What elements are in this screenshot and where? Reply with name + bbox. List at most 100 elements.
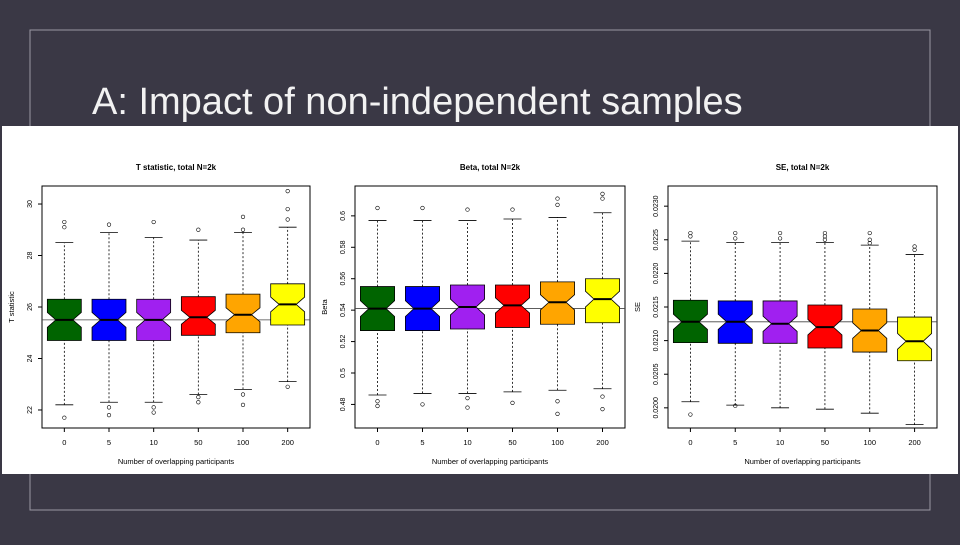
x-tick-label: 0 [375, 438, 379, 447]
y-tick-label: 0.54 [340, 303, 347, 317]
outlier [285, 207, 290, 212]
box [585, 278, 620, 324]
y-tick-label: 0.0220 [653, 263, 660, 285]
outlier [196, 395, 201, 400]
box [897, 316, 933, 362]
chart-title: Beta, total N=2k [460, 163, 521, 172]
outlier [240, 214, 246, 219]
outlier [688, 412, 693, 417]
y-tick-label: 0.0205 [653, 363, 660, 385]
outlier [600, 407, 605, 412]
x-tick-label: 100 [237, 438, 250, 447]
outlier [777, 236, 783, 241]
x-tick-label: 10 [463, 438, 471, 447]
outlier [600, 196, 605, 201]
y-tick-label: 24 [27, 354, 34, 362]
outlier [62, 415, 67, 420]
outlier [196, 400, 201, 405]
outlier [555, 202, 560, 207]
box [225, 293, 261, 334]
outlier [465, 207, 470, 212]
x-tick-label: 5 [420, 438, 424, 447]
outlier [733, 230, 738, 236]
outlier [375, 399, 380, 404]
x-tick-label: 50 [194, 438, 202, 447]
box [180, 296, 216, 336]
outlier [733, 403, 738, 408]
outlier [822, 237, 828, 242]
outlier [555, 411, 560, 416]
x-tick-label: 200 [281, 438, 294, 447]
outlier [151, 405, 156, 410]
x-tick-label: 5 [107, 438, 111, 447]
y-tick-label: 0.52 [340, 335, 347, 349]
outlier [375, 403, 380, 409]
y-tick-label: 22 [27, 406, 34, 414]
outlier [62, 225, 67, 230]
outlier [240, 392, 246, 397]
outlier [733, 236, 738, 241]
x-axis-label: Number of overlapping participants [432, 457, 549, 466]
x-tick-label: 0 [688, 438, 692, 447]
chart-title: SE, total N=2k [776, 163, 830, 172]
y-tick-label: 28 [27, 252, 34, 260]
plot-frame [354, 185, 626, 429]
box [762, 300, 798, 344]
chart-title: T statistic, total N=2k [136, 163, 217, 172]
x-tick-label: 10 [149, 438, 157, 447]
outlier [600, 394, 605, 399]
outlier [420, 402, 425, 407]
x-tick-label: 0 [62, 438, 66, 447]
outlier [285, 189, 290, 194]
outlier [240, 227, 246, 232]
y-axis-label: SE [633, 302, 642, 312]
outlier [151, 219, 156, 225]
y-tick-label: 0.58 [340, 240, 347, 254]
outlier [106, 222, 112, 227]
x-tick-label: 100 [863, 438, 876, 447]
y-tick-label: 0.5 [340, 368, 347, 378]
x-axis-label: Number of overlapping participants [744, 457, 861, 466]
y-axis-label: T statistic [7, 291, 16, 323]
x-tick-label: 50 [508, 438, 516, 447]
y-tick-label: 0.0225 [653, 229, 660, 251]
outlier [285, 217, 290, 222]
y-tick-label: 0.0200 [653, 397, 660, 419]
outlier [600, 191, 605, 196]
y-tick-label: 0.0230 [653, 195, 660, 217]
x-tick-label: 50 [821, 438, 829, 447]
outlier [510, 400, 515, 405]
x-tick-label: 200 [908, 438, 921, 447]
outlier [688, 234, 693, 239]
outlier [912, 247, 917, 252]
outlier [555, 196, 560, 201]
y-tick-label: 0.0210 [653, 330, 660, 352]
y-tick-label: 0.6 [340, 211, 347, 221]
x-axis-label: Number of overlapping participants [118, 457, 235, 466]
outlier [375, 205, 380, 211]
x-tick-label: 100 [551, 438, 564, 447]
outlier [285, 384, 290, 389]
outlier [777, 230, 783, 236]
y-tick-label: 26 [27, 303, 34, 311]
slide-title: A: Impact of non-independent samples [92, 81, 743, 123]
outlier [106, 405, 112, 410]
y-tick-label: 0.56 [340, 272, 347, 286]
outlier [106, 413, 112, 418]
outlier [555, 399, 560, 404]
x-tick-label: 200 [596, 438, 609, 447]
outlier [510, 207, 515, 212]
outlier [196, 227, 201, 232]
y-tick-label: 0.48 [340, 398, 347, 412]
outlier [151, 410, 156, 415]
x-tick-label: 10 [776, 438, 784, 447]
x-tick-label: 5 [733, 438, 737, 447]
outlier [465, 396, 470, 401]
y-tick-label: 0.0215 [653, 296, 660, 318]
y-axis-label: Beta [320, 298, 329, 314]
outlier [465, 405, 470, 410]
outlier [867, 241, 872, 246]
outlier [240, 402, 246, 407]
